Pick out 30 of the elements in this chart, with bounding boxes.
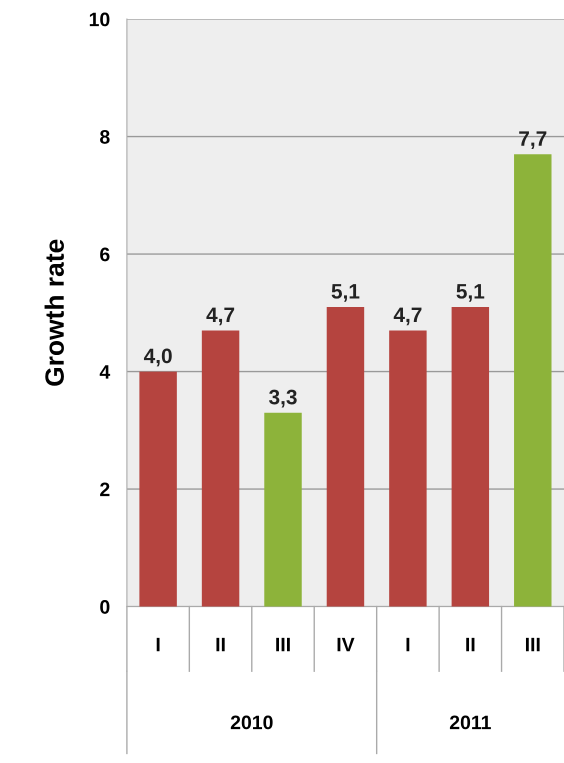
text: 2011 <box>450 716 491 730</box>
data-label: 4,7 <box>206 308 234 326</box>
data-label: 5,1 <box>332 284 360 302</box>
x-tick-label: I <box>156 638 160 652</box>
bar <box>326 306 364 607</box>
y-tick-label: 6 <box>100 248 110 262</box>
y-tick-label: 4 <box>100 365 110 379</box>
x-tick-label: IV <box>338 638 355 652</box>
y-axis-title: Growth rate <box>44 240 64 386</box>
data-label: 3,3 <box>269 390 297 408</box>
x-tick-label: III <box>526 638 540 652</box>
bar <box>389 330 427 607</box>
data-label: 7,7 <box>519 131 546 149</box>
x-tick-label: I <box>406 638 410 652</box>
bar <box>264 412 302 607</box>
text: 2010 <box>230 716 273 730</box>
y-tick-label: 10 <box>90 12 110 26</box>
data-label: 4,7 <box>394 308 422 326</box>
bar <box>452 306 490 607</box>
data-label: 4,0 <box>144 348 172 366</box>
data-label: 5,1 <box>456 284 484 302</box>
x-tick-label: III <box>276 638 290 652</box>
x-tick-label: II <box>216 638 225 652</box>
y-tick-label: 8 <box>100 130 110 144</box>
y-tick-label: 2 <box>100 482 110 496</box>
bar <box>139 372 177 607</box>
y-tick-label: 0 <box>100 600 110 614</box>
x-tick-label: II <box>466 638 474 652</box>
bar <box>514 154 552 607</box>
bar <box>202 330 240 607</box>
